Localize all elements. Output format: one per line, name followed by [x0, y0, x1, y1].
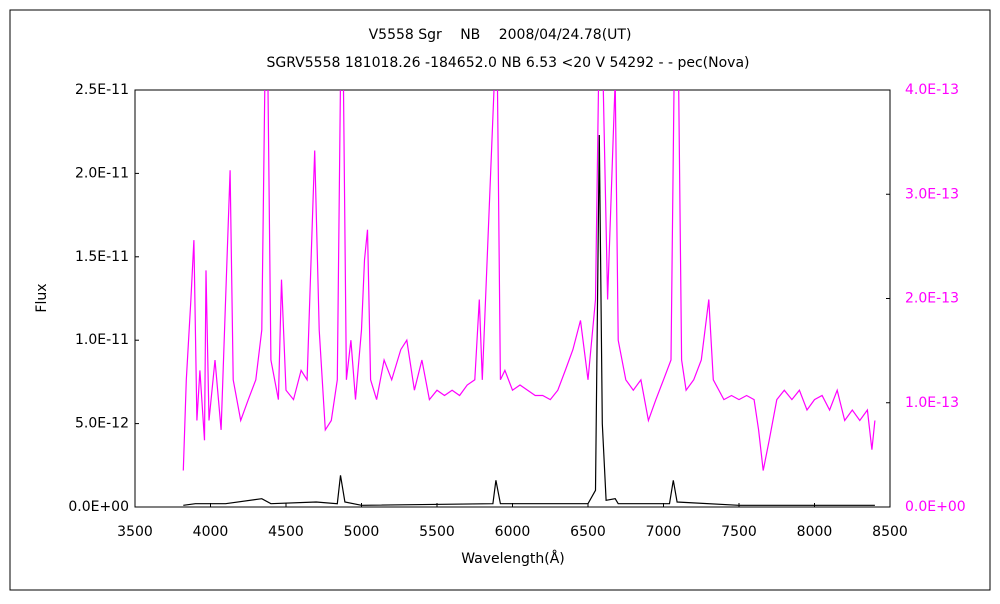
x-tick-label: 5000 — [344, 524, 380, 540]
x-tick-label: 4500 — [268, 524, 304, 540]
x-tick-label: 7500 — [721, 524, 757, 540]
spectrum-line — [183, 134, 875, 506]
y-tick-label: 0.0E+00 — [68, 499, 129, 515]
y-tick-label: 2.0E-11 — [75, 165, 129, 181]
y-tick-label: 1.5E-11 — [75, 249, 129, 265]
frame — [9, 9, 991, 591]
y2-tick-label: 0.0E+00 — [905, 499, 966, 515]
plot-area — [134, 89, 891, 508]
x-tick-label: 8500 — [872, 524, 908, 540]
y-tick-label: 2.5E-11 — [75, 82, 129, 98]
y2-tick-label: 2.0E-13 — [905, 291, 959, 307]
y-tick-label: 5.0E-12 — [75, 416, 129, 432]
spectrum-line — [182, 90, 876, 471]
x-tick-label: 8000 — [797, 524, 833, 540]
y2-tick-label: 3.0E-13 — [905, 186, 959, 202]
chart-title: V5558 Sgr NB 2008/04/24.78(UT) — [369, 27, 632, 43]
x-tick-label: 5500 — [419, 524, 455, 540]
x-axis-label: Wavelength(Å) — [461, 550, 565, 567]
x-tick-label: 6500 — [570, 524, 606, 540]
chart-subtitle: SGRV5558 181018.26 -184652.0 NB 6.53 <20… — [267, 55, 750, 71]
x-tick-label: 6000 — [495, 524, 531, 540]
y-tick-label: 1.0E-11 — [75, 332, 129, 348]
x-tick-label: 7000 — [646, 524, 682, 540]
x-tick-label: 3500 — [117, 524, 153, 540]
y2-tick-label: 1.0E-13 — [905, 395, 959, 411]
y2-tick-label: 4.0E-13 — [905, 82, 959, 98]
x-tick-label: 4000 — [193, 524, 229, 540]
y-axis-label: Flux — [34, 283, 50, 312]
